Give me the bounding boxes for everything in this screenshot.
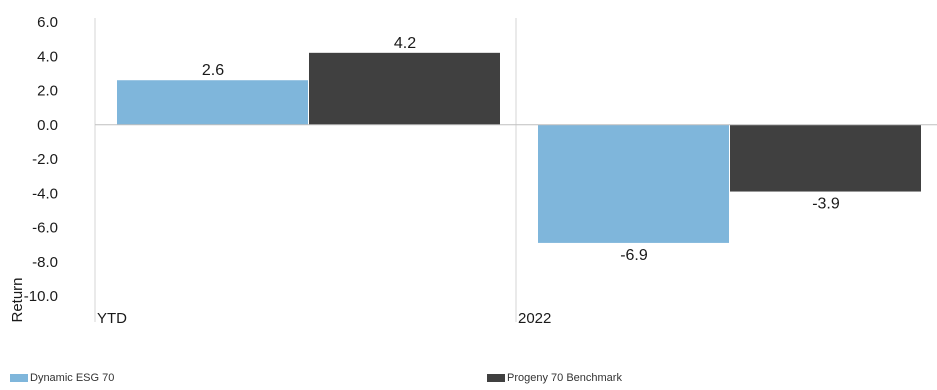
legend-label: Progeny 70 Benchmark	[507, 372, 622, 384]
data-label: -3.9	[812, 196, 840, 213]
legend-label: Dynamic ESG 70	[30, 372, 115, 384]
gridlines	[94, 18, 517, 322]
legend-item-progeny-70-benchmark: Progeny 70 Benchmark	[487, 372, 622, 384]
data-label: 4.2	[394, 35, 416, 52]
y-tick-label: -10.0	[24, 288, 58, 305]
bar-progeny-70-benchmark-ytd	[309, 52, 500, 125]
legend-swatch	[10, 374, 28, 382]
data-labels: 2.6 4.2 -6.9 -3.9	[202, 35, 840, 264]
x-category-label: 2022	[518, 310, 551, 327]
bar-dynamic-esg-70-2022	[538, 124, 729, 243]
bars	[117, 52, 921, 243]
y-tick-label: -6.0	[32, 220, 58, 237]
y-tick-label: -4.0	[32, 185, 58, 202]
data-label: 2.6	[202, 62, 224, 79]
bar-dynamic-esg-70-ytd	[117, 80, 308, 125]
y-tick-label: -2.0	[32, 151, 58, 168]
data-label: -6.9	[620, 247, 648, 264]
bar-progeny-70-benchmark-2022	[730, 124, 921, 192]
y-tick-label: 4.0	[37, 48, 58, 65]
legend-swatch	[487, 374, 505, 382]
y-tick-label: 6.0	[37, 14, 58, 31]
legend-item-dynamic-esg-70: Dynamic ESG 70	[10, 372, 114, 384]
y-tick-label: -8.0	[32, 254, 58, 271]
axes: 6.0 4.0 2.0 0.0 -2.0 -4.0 -6.0 -8.0 -10.0 YTD 2022	[24, 14, 937, 327]
legend: Dynamic ESG 70 Progeny 70 Benchmark	[0, 372, 937, 385]
y-axis-title: Return	[9, 277, 26, 322]
y-tick-label: 2.0	[37, 83, 58, 100]
x-category-label: YTD	[97, 310, 127, 327]
y-tick-label: 0.0	[37, 117, 58, 134]
